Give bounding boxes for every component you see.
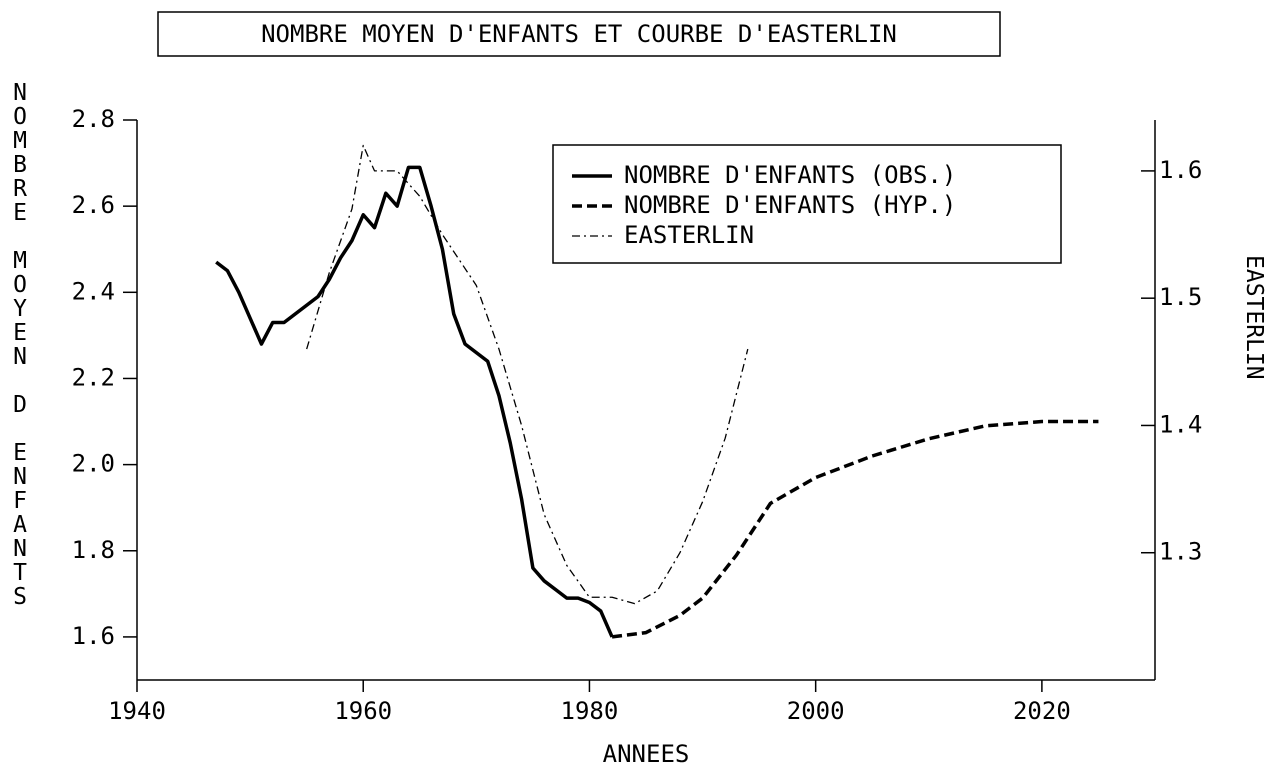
x-tick-label: 1960 xyxy=(334,697,392,725)
legend-label: EASTERLIN xyxy=(624,221,754,249)
y2-tick-label: 1.6 xyxy=(1159,156,1202,184)
legend-label: NOMBRE D'ENFANTS (OBS.) xyxy=(624,161,956,189)
chart-title: NOMBRE MOYEN D'ENFANTS ET COURBE D'EASTE… xyxy=(261,20,897,48)
title-box xyxy=(157,11,1001,57)
legend-label: NOMBRE D'ENFANTS (HYP.) xyxy=(624,191,956,219)
y-axis-label: NOMBRE MOYEN D ENFANTS xyxy=(7,80,33,608)
y-tick-label: 2.2 xyxy=(72,363,115,391)
y-tick-label: 1.8 xyxy=(72,536,115,564)
y-tick-label: 2.0 xyxy=(72,450,115,478)
y2-tick-label: 1.5 xyxy=(1159,283,1202,311)
x-tick-label: 2020 xyxy=(1013,697,1071,725)
y2-tick-label: 1.4 xyxy=(1159,410,1202,438)
y-tick-label: 2.6 xyxy=(72,191,115,219)
legend-box xyxy=(552,144,1062,264)
series-line xyxy=(306,144,749,605)
y-tick-label: 2.4 xyxy=(72,277,115,305)
y2-axis-label: EASTERLIN xyxy=(1241,255,1267,380)
y-tick-label: 2.8 xyxy=(72,105,115,133)
x-axis-label: ANNEES xyxy=(603,740,690,768)
series-line xyxy=(215,165,614,638)
y-tick-label: 1.6 xyxy=(72,622,115,650)
y2-tick-label: 1.3 xyxy=(1159,538,1202,566)
x-tick-label: 2000 xyxy=(787,697,845,725)
x-tick-label: 1940 xyxy=(108,697,166,725)
x-tick-label: 1980 xyxy=(561,697,619,725)
series-line xyxy=(611,419,1099,639)
